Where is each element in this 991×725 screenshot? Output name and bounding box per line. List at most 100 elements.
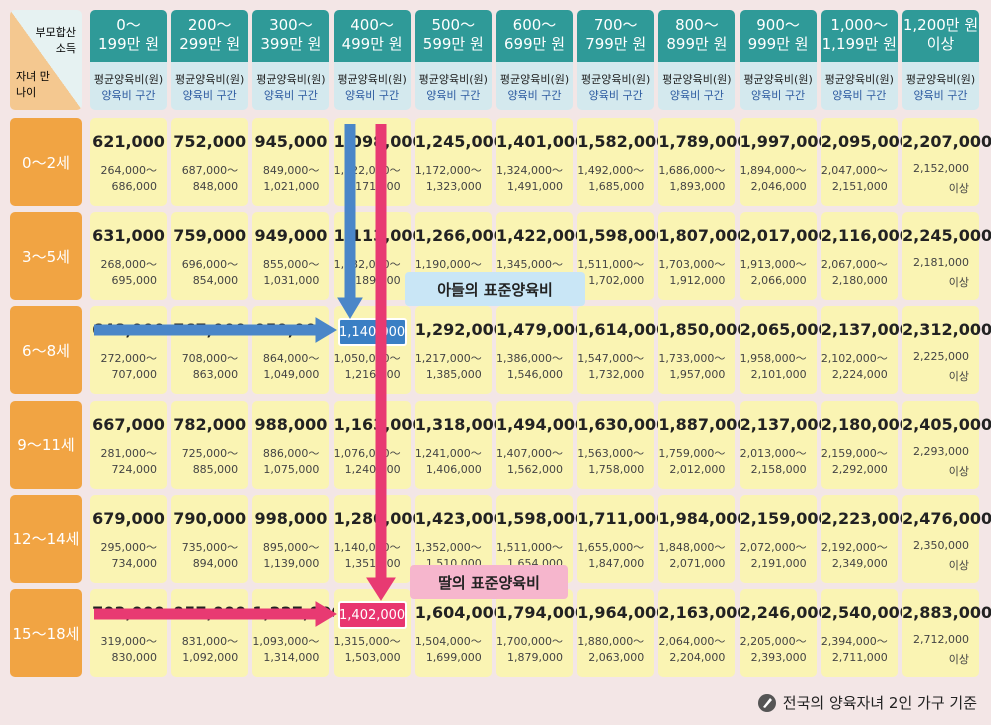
column-subheader: 평균양육비(원) 양육비 구간 (577, 62, 655, 110)
column-label: 999만 원 (747, 35, 809, 53)
cell: 2,116,000 2,067,000～ 2,180,000 (820, 212, 911, 301)
cell: 1,807,000 1,703,000～ 1,912,000 (658, 212, 749, 301)
range-low: 2,205,000～ (739, 635, 807, 648)
range-high: 이상 (948, 182, 969, 195)
cell: 679,000 295,000～ 734,000 (90, 494, 167, 583)
range-low: 1,547,000～ (577, 352, 645, 366)
range-high: 1,503,000 (344, 651, 401, 664)
avg-value: 1,598,000 (496, 508, 587, 528)
range-low: 1,759,000～ (658, 446, 726, 460)
cell: 759,000 696,000～ 854,000 (171, 212, 249, 301)
column-subheader: 평균양육비(원) 양육비 구간 (252, 62, 330, 110)
range-low: 281,000～ (100, 446, 158, 460)
avg-value: 1,807,000 (658, 226, 749, 246)
cell: 1,598,000 1,511,000～ 1,702,000 (577, 212, 667, 301)
range-high: 1,171,000 (344, 180, 401, 193)
daughter-callout: 딸의 표준양육비 (410, 565, 568, 599)
column-subheader: 평균양육비(원) 양육비 구간 (658, 62, 736, 110)
cell: 1,140,000 1,050,000～ 1,216,000 (333, 306, 411, 395)
range-low: 1,140,000～ (333, 540, 401, 554)
avg-label: 평균양육비(원) (743, 73, 813, 86)
column-label: 700～ (593, 16, 638, 34)
column-subheader: 평균양육비(원) 양육비 구간 (496, 62, 573, 110)
highlight-value: 1,402,000 (337, 601, 407, 629)
avg-value: 1,604,000 (414, 603, 505, 622)
range-low: 1,407,000～ (496, 446, 563, 460)
range-low: 1,492,000～ (577, 164, 645, 177)
range-low: 295,000～ (100, 540, 158, 554)
column-label: 199만 원 (98, 35, 159, 53)
column-subheader: 평균양육비(원) 양육비 구간 (333, 62, 411, 110)
avg-label: 평균양육비(원) (418, 73, 488, 86)
avg-value: 631,000 (92, 226, 165, 246)
avg-value: 790,000 (173, 508, 247, 528)
range-high: 1,385,000 (425, 368, 482, 382)
cell: 1,582,000 1,492,000～ 1,685,000 (577, 118, 668, 206)
avg-value: 2,116,000 (820, 226, 911, 246)
range-low: 1,880,000～ (577, 635, 645, 648)
cell: 949,000 855,000～ 1,031,000 (252, 212, 330, 301)
avg-label: 평균양육비(원) (256, 73, 326, 86)
cell: 1,614,000 1,547,000～ 1,732,000 (577, 306, 668, 395)
cell: 2,245,000 2,181,000 이상 (902, 212, 991, 301)
range-low: 319,000～ (100, 635, 158, 648)
cell: 1,401,000 1,324,000～ 1,491,000 (496, 118, 587, 206)
cell: 1,227,000 1,093,000～ 1,314,000 (252, 589, 342, 677)
range-high: 894,000 (192, 556, 239, 570)
cell: 621,000 264,000～ 686,000 (90, 118, 167, 206)
footer-icon (757, 693, 776, 712)
column-label: 400～ (350, 16, 394, 34)
column-header: 500～ 599만 원 (414, 10, 492, 62)
avg-label: 평균양육비(원) (337, 73, 407, 86)
column-label: 0～ (116, 16, 141, 34)
cell: 2,405,000 2,293,000 이상 (902, 400, 991, 489)
range-high: 2,046,000 (750, 180, 807, 193)
cell: 1,402,000 1,315,000～ 1,503,000 (333, 589, 411, 677)
avg-value: 1,614,000 (577, 320, 668, 340)
range-high: 1,351,000 (344, 556, 401, 570)
column-header: 300～ 399만 원 (252, 10, 330, 62)
avg-value: 1,582,000 (577, 132, 668, 151)
range-low: 2,159,000～ (820, 446, 888, 460)
avg-value: 1,997,000 (739, 132, 830, 151)
range-low: 268,000～ (100, 258, 158, 272)
range-low: 2,013,000～ (739, 446, 807, 460)
range-high: 2,224,000 (831, 368, 888, 382)
avg-value: 1,630,000 (577, 414, 668, 434)
avg-label: 평균양육비(원) (175, 73, 245, 86)
column-subheader: 평균양육비(원) 양육비 구간 (90, 62, 167, 110)
range-high: 848,000 (192, 180, 239, 193)
cell: 2,180,000 2,159,000～ 2,292,000 (820, 400, 911, 489)
cell: 2,137,000 2,102,000～ 2,224,000 (820, 306, 911, 395)
range-high: 2,204,000 (669, 651, 726, 664)
avg-label: 평균양육비(원) (581, 73, 651, 86)
cell: 667,000 281,000～ 724,000 (90, 400, 167, 489)
range-high: 1,699,000 (425, 651, 482, 664)
cell: 2,137,000 2,013,000～ 2,158,000 (739, 400, 830, 489)
cell: 2,540,000 2,394,000～ 2,711,000 (820, 589, 911, 677)
column-subheader: 평균양육비(원) 양육비 구간 (739, 62, 817, 110)
column-label: 299만 원 (179, 35, 241, 53)
avg-value: 1,401,000 (496, 132, 587, 151)
range-high: 2,012,000 (669, 462, 726, 476)
column-header: 0～ 199만 원 (90, 10, 167, 62)
cell: 2,883,000 2,712,000 이상 (902, 589, 991, 677)
column-header: 700～ 799만 원 (577, 10, 655, 62)
range-high: 1,847,000 (588, 556, 645, 570)
cell: 1,494,000 1,407,000～ 1,562,000 (496, 400, 586, 489)
range-label: 양육비 구간 (101, 89, 156, 102)
range-low: 1,190,000～ (414, 258, 482, 272)
range-high: 863,000 (192, 368, 239, 382)
range-low: 1,386,000～ (496, 352, 563, 366)
range-low: 2,152,000 (913, 162, 969, 175)
avg-value: 1,280,000 (333, 508, 424, 528)
column-label: 399만 원 (260, 35, 322, 53)
range-low: 1,217,000～ (414, 352, 482, 366)
avg-value: 1,984,000 (658, 508, 749, 528)
range-low: 886,000～ (262, 446, 320, 460)
range-label: 양육비 구간 (507, 89, 562, 102)
range-high: 1,049,000 (263, 368, 320, 382)
cell: 703,000 319,000～ 830,000 (90, 589, 167, 677)
avg-value: 1,266,000 (414, 226, 505, 246)
